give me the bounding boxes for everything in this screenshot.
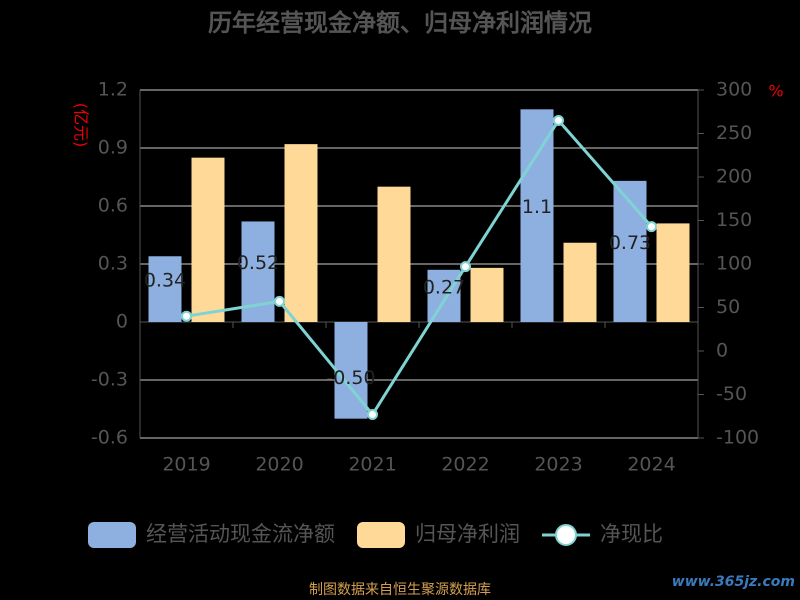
x-tick-label: 2019 bbox=[162, 454, 210, 476]
bar bbox=[656, 223, 690, 322]
chart-title: 历年经营现金净额、归母净利润情况 bbox=[208, 9, 592, 37]
y2-axis-label: % bbox=[768, 82, 783, 101]
data-label: 0.27 bbox=[423, 276, 465, 298]
line bbox=[186, 117, 653, 418]
legend-swatch bbox=[88, 522, 136, 548]
x-tick-label: 2023 bbox=[534, 454, 582, 476]
source-note: 制图数据来自恒生聚源数据库 bbox=[309, 582, 491, 598]
line-point bbox=[646, 221, 657, 233]
line-point bbox=[367, 409, 378, 421]
y-tick-label: 1.2 bbox=[98, 79, 128, 101]
watermark: www.365jz.com bbox=[672, 574, 795, 590]
line-point bbox=[274, 295, 285, 307]
y2-tick-label: 300 bbox=[716, 79, 752, 101]
data-label: 0.73 bbox=[609, 232, 651, 254]
data-label: 0.52 bbox=[237, 252, 279, 274]
line-point bbox=[553, 114, 564, 126]
legend-label: 经营活动现金流净额 bbox=[146, 522, 335, 546]
bar bbox=[377, 186, 411, 322]
y-tick-label: 0.9 bbox=[98, 137, 128, 159]
y2-tick-label: -50 bbox=[716, 383, 747, 405]
y-tick-label: -0.6 bbox=[91, 427, 128, 449]
bar bbox=[284, 144, 318, 322]
legend-swatch bbox=[357, 522, 405, 548]
bar bbox=[563, 242, 597, 322]
bar bbox=[520, 109, 554, 322]
bar bbox=[191, 157, 225, 322]
y2-tick-label: 50 bbox=[716, 296, 740, 318]
y-tick-label: 0.6 bbox=[98, 195, 128, 217]
x-tick-label: 2024 bbox=[627, 454, 675, 476]
bar bbox=[613, 180, 647, 322]
bar bbox=[427, 269, 461, 322]
y-tick-label: 0 bbox=[116, 311, 128, 333]
data-label: -0.50 bbox=[326, 367, 375, 389]
line-point bbox=[460, 261, 471, 273]
y2-tick-label: 200 bbox=[716, 166, 752, 188]
data-label: 0.34 bbox=[144, 270, 186, 292]
y2-tick-label: 150 bbox=[716, 209, 752, 231]
y-axis-label: (亿元) bbox=[72, 103, 91, 148]
bar bbox=[148, 256, 182, 322]
x-tick-label: 2022 bbox=[441, 454, 489, 476]
data-label: 1.1 bbox=[522, 196, 552, 218]
y2-tick-label: -100 bbox=[716, 427, 759, 449]
y2-tick-label: 250 bbox=[716, 122, 752, 144]
bar bbox=[470, 267, 504, 322]
y-tick-label: -0.3 bbox=[91, 369, 128, 391]
x-tick-label: 2021 bbox=[348, 454, 396, 476]
y-tick-label: 0.3 bbox=[98, 253, 128, 275]
legend-label: 净现比 bbox=[600, 522, 663, 546]
legend-swatch bbox=[555, 524, 577, 546]
y2-tick-label: 100 bbox=[716, 253, 752, 275]
x-tick-label: 2020 bbox=[255, 454, 303, 476]
y2-tick-label: 0 bbox=[716, 340, 728, 362]
line-point bbox=[181, 310, 192, 322]
legend-label: 归母净利润 bbox=[415, 522, 520, 546]
